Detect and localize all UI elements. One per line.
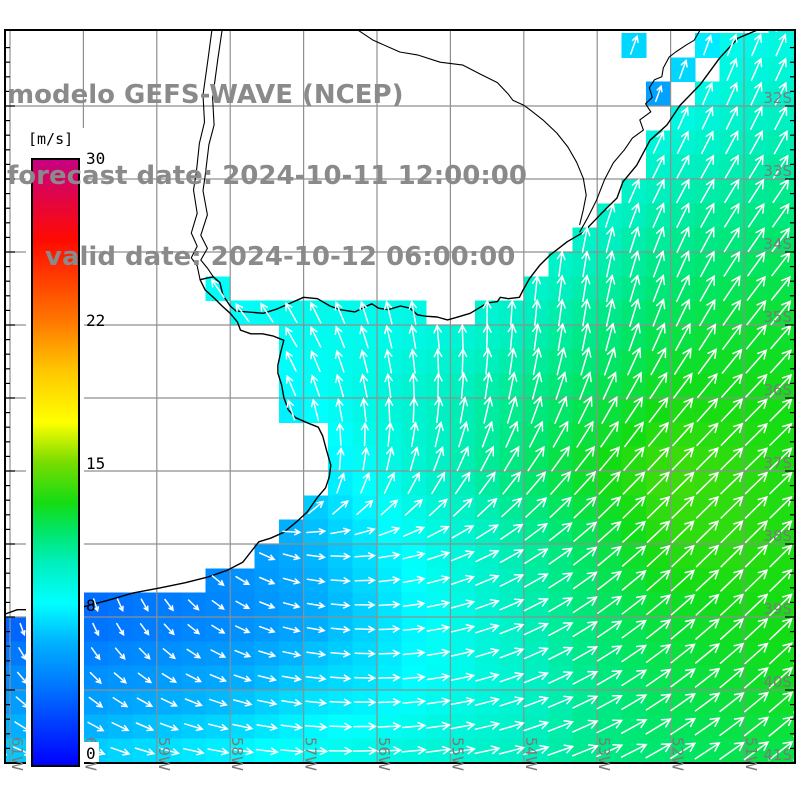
- lon-label: 56W: [375, 737, 393, 771]
- graticule-layer: [5, 30, 795, 763]
- colorbar-tick-label: 22: [86, 311, 106, 330]
- lat-label: 34S: [763, 235, 792, 253]
- lat-label: 38S: [763, 527, 792, 545]
- lat-label: 33S: [763, 162, 792, 180]
- lat-label: 41S: [763, 746, 792, 764]
- direction-arrows-layer: [5, 30, 795, 761]
- lat-label: 36S: [763, 381, 792, 399]
- colorbar-tick-label: 15: [86, 454, 106, 473]
- lon-label: 53W: [595, 737, 613, 771]
- colorbar-tick-label: 8: [86, 596, 96, 615]
- colorbar-tick-label: 30: [86, 149, 106, 168]
- lat-label: 35S: [763, 308, 792, 326]
- lon-label: 52W: [669, 737, 687, 771]
- lat-label: 32S: [763, 89, 792, 107]
- map-layers: [5, 30, 795, 763]
- lon-label: 54W: [522, 737, 540, 771]
- colorbar: [31, 158, 80, 767]
- lon-label: 59W: [155, 737, 173, 771]
- coastline-layer: [5, 30, 758, 615]
- lat-label: 37S: [763, 454, 792, 472]
- lat-label: 40S: [763, 673, 792, 691]
- lat-label: 39S: [763, 600, 792, 618]
- lon-label: 57W: [302, 737, 320, 771]
- lon-label: 61W: [8, 737, 26, 771]
- lon-label: 58W: [228, 737, 246, 771]
- colorbar-unit-label: [m/s]: [28, 130, 74, 148]
- colorbar-zero-label-background: [84, 742, 99, 762]
- lon-label: 51W: [742, 737, 760, 771]
- colorbar-tick-label: 0: [86, 744, 96, 763]
- axis-labels: 32S33S34S35S36S37S38S39S40S41S61W60W59W5…: [8, 89, 792, 771]
- lon-label: 55W: [448, 737, 466, 771]
- speed-cells-layer: [5, 30, 795, 763]
